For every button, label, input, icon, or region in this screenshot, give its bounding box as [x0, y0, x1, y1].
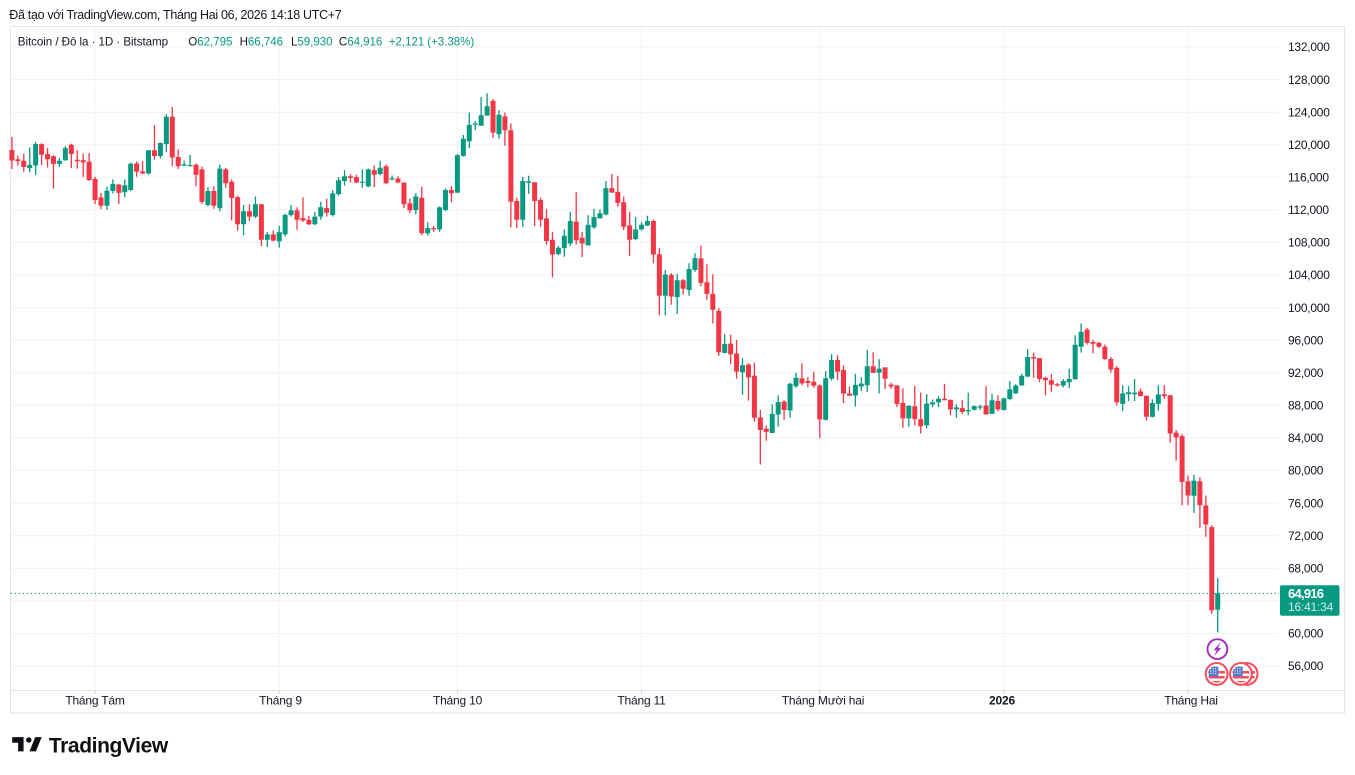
svg-text:76,000: 76,000 — [1288, 496, 1324, 510]
svg-text:112,000: 112,000 — [1288, 203, 1329, 217]
svg-text:120,000: 120,000 — [1288, 138, 1330, 152]
svg-text:Tháng Hai: Tháng Hai — [1164, 694, 1218, 708]
svg-text:92,000: 92,000 — [1288, 366, 1324, 380]
svg-text:104,000: 104,000 — [1288, 268, 1330, 282]
svg-text:128,000: 128,000 — [1288, 73, 1330, 87]
svg-text:88,000: 88,000 — [1288, 399, 1324, 413]
svg-text:68,000: 68,000 — [1288, 561, 1324, 575]
svg-text:64,916: 64,916 — [1288, 586, 1324, 601]
svg-text:100,000: 100,000 — [1288, 301, 1330, 315]
svg-text:96,000: 96,000 — [1288, 333, 1324, 347]
svg-text:124,000: 124,000 — [1288, 105, 1330, 119]
svg-text:72,000: 72,000 — [1288, 529, 1324, 543]
svg-text:56,000: 56,000 — [1288, 659, 1324, 673]
svg-text:84,000: 84,000 — [1288, 431, 1324, 445]
svg-text:C64,916: C64,916 — [339, 36, 382, 49]
svg-text:+2,121 (+3.38%): +2,121 (+3.38%) — [389, 36, 475, 49]
svg-text:O62,795: O62,795 — [188, 36, 232, 49]
svg-text:Tháng Mười hai: Tháng Mười hai — [782, 694, 864, 708]
svg-text:H66,746: H66,746 — [240, 36, 283, 49]
svg-text:Tháng 11: Tháng 11 — [617, 694, 666, 708]
svg-text:Tháng 9: Tháng 9 — [259, 694, 302, 708]
svg-text:Bitcoin / Đô la · 1D · Bitstam: Bitcoin / Đô la · 1D · Bitstamp — [18, 36, 168, 49]
svg-text:TradingView: TradingView — [49, 734, 169, 757]
svg-text:L59,930: L59,930 — [291, 36, 333, 49]
svg-text:Tháng 10: Tháng 10 — [433, 694, 483, 708]
svg-text:60,000: 60,000 — [1288, 627, 1324, 641]
svg-text:Tháng Tám: Tháng Tám — [65, 694, 125, 708]
svg-text:80,000: 80,000 — [1288, 464, 1324, 478]
svg-text:108,000: 108,000 — [1288, 236, 1330, 250]
svg-text:2026: 2026 — [989, 694, 1015, 708]
svg-text:Đã tạo với TradingView.com, Th: Đã tạo với TradingView.com, Tháng Hai 06… — [9, 8, 341, 22]
svg-text:16:41:34: 16:41:34 — [1288, 600, 1334, 614]
svg-text:116,000: 116,000 — [1288, 171, 1329, 185]
svg-text:132,000: 132,000 — [1288, 40, 1330, 54]
